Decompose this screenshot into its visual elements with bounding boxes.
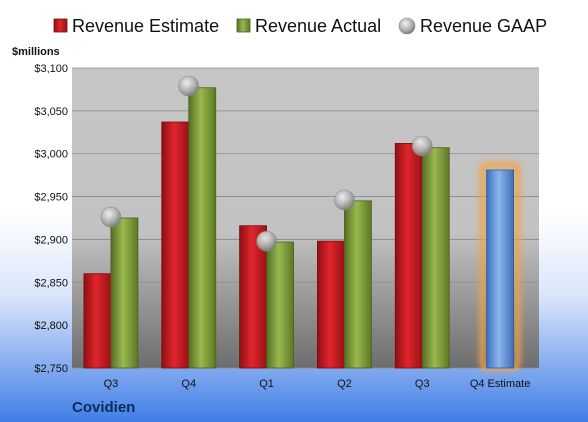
legend-swatch-estimate [53,18,68,33]
plot-area [72,68,539,368]
gaap-markers [100,75,433,252]
x-tick-label: Q3 [104,378,119,390]
legend-label-estimate: Revenue Estimate [72,16,219,36]
bar-revenue-actual [344,200,372,369]
gridlines [72,67,539,369]
y-tick-label: $2,750 [34,363,68,375]
marker-revenue-gaap [411,135,433,157]
marker-revenue-gaap [256,230,277,252]
x-tick-label: Q4 Estimate [470,378,531,390]
y-tick-label: $2,800 [34,320,68,332]
x-tick-label: Q2 [337,378,352,390]
y-tick-label: $2,900 [34,234,68,246]
legend: Revenue Estimate Revenue Actual Revenue … [53,16,547,36]
bar-revenue-estimate [317,240,345,369]
legend-label-gaap: Revenue GAAP [420,16,547,36]
bar-q4-estimate [486,169,514,369]
legend-swatch-actual [236,18,251,33]
y-axis-ticks: $2,750 $2,800 $2,850 $2,900 $2,950 $3,000 $3,0… [34,63,68,375]
x-tick-label: Q3 [415,378,430,390]
marker-revenue-gaap [100,206,122,228]
company-name: Covidien [72,399,135,416]
legend-marker-gaap [398,17,416,35]
bar-revenue-actual [110,217,139,369]
y-axis-unit-label: $millions [12,46,60,58]
bar-revenue-actual [421,147,450,369]
legend-item-estimate: Revenue Estimate [53,16,219,36]
bar-revenue-estimate [83,273,112,369]
legend-item-gaap: Revenue GAAP [398,16,547,36]
y-tick-label: $3,050 [34,106,68,118]
bar-revenue-actual [188,87,217,369]
bars [83,87,521,371]
legend-label-actual: Revenue Actual [255,16,381,36]
y-tick-label: $3,000 [34,149,68,161]
bar-revenue-actual [266,241,294,369]
marker-revenue-gaap [334,189,355,211]
y-tick-label: $2,850 [34,277,68,289]
y-tick-label: $3,100 [34,63,68,75]
y-tick-label: $2,950 [34,192,68,204]
x-axis-ticks: Q3 Q4 Q1 Q2 Q3 Q4 Estimate [104,378,531,390]
x-tick-label: Q1 [259,378,274,390]
marker-revenue-gaap [178,75,200,97]
bar-revenue-estimate [161,121,190,369]
x-tick-label: Q4 [181,378,196,390]
legend-item-actual: Revenue Actual [236,16,381,36]
bar-revenue-estimate [394,143,423,369]
